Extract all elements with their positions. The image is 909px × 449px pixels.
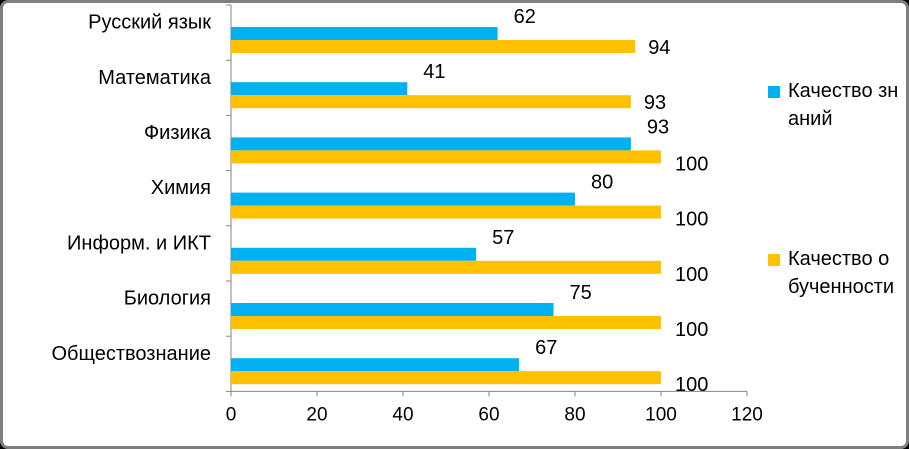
data-label-knowledge: 93 <box>647 116 669 138</box>
x-tick-label: 40 <box>392 404 413 425</box>
x-tick-label: 20 <box>306 404 327 425</box>
category-label: Математика <box>98 67 212 89</box>
bar-learning <box>231 205 661 219</box>
legend-swatch-knowledge <box>768 86 780 98</box>
data-label-knowledge: 62 <box>514 6 536 28</box>
data-label-learning: 93 <box>644 92 666 114</box>
data-label-learning: 100 <box>675 374 708 396</box>
bar-learning <box>231 95 631 109</box>
bar-knowledge <box>231 303 554 316</box>
bar-learning <box>231 316 661 329</box>
bar-knowledge <box>231 82 408 96</box>
category-label: Русский язык <box>88 12 211 34</box>
bar-knowledge <box>231 27 498 40</box>
bar-knowledge <box>231 358 520 372</box>
data-label-learning: 100 <box>675 319 708 341</box>
legend-swatch-learning <box>768 254 780 266</box>
data-label-learning: 100 <box>675 209 708 231</box>
category-label: Химия <box>151 177 211 199</box>
data-label-knowledge: 67 <box>535 337 557 359</box>
data-label-knowledge: 41 <box>423 61 445 83</box>
data-label-knowledge: 57 <box>492 227 514 249</box>
bar-knowledge <box>231 247 477 261</box>
category-label: Биология <box>124 288 211 310</box>
x-tick-label: 0 <box>226 404 237 425</box>
bar-learning <box>231 40 636 53</box>
x-tick-label: 100 <box>645 404 677 425</box>
category-label: Обществознание <box>51 343 211 365</box>
bar-knowledge <box>231 137 631 151</box>
category-label: Физика <box>144 122 212 144</box>
category-label: Информ. и ИКТ <box>67 232 211 254</box>
legend-label-knowledge: Качество знаний <box>788 80 899 130</box>
data-label-learning: 94 <box>648 37 670 59</box>
bar-learning <box>231 371 661 385</box>
x-tick-label: 60 <box>478 404 499 425</box>
bar-chart: 0 20 40 60 80 100 120 Русский язык 62 94 Математик… <box>51 4 763 425</box>
data-label-knowledge: 75 <box>570 282 592 304</box>
data-label-learning: 100 <box>675 153 708 175</box>
legend-label-learning: Качество обученности <box>788 248 895 298</box>
bar-knowledge <box>231 192 575 206</box>
x-tick-label: 120 <box>731 404 763 425</box>
data-label-knowledge: 80 <box>591 172 613 194</box>
bar-learning <box>231 260 661 274</box>
data-label-learning: 100 <box>675 264 708 286</box>
bar-learning <box>231 150 661 164</box>
x-tick-label: 80 <box>564 404 585 425</box>
